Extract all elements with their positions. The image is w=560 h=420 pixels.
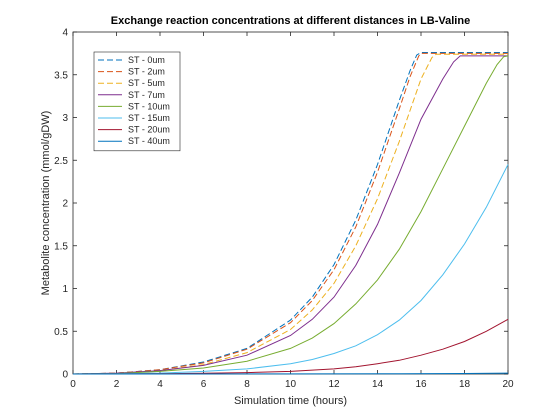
- x-axis: 0 2 4 6 8 10 12 14 16 18 20: [70, 32, 514, 390]
- x-axis-label: Simulation time (hours): [234, 395, 347, 407]
- x-tick-label: 2: [114, 379, 120, 390]
- y-axis: 0 0.5 1 1.5 2 2.5 3 3.5 4: [54, 28, 508, 381]
- y-tick-label: 1: [62, 284, 68, 295]
- series-line-st-40um: [73, 372, 509, 375]
- y-tick-label: 3: [62, 113, 68, 124]
- y-tick-label: 0.5: [54, 327, 68, 338]
- x-tick-label: 14: [372, 379, 384, 390]
- chart-title: Exchange reaction concentrations at diff…: [111, 15, 470, 27]
- series-line-st-7um: [72, 55, 508, 375]
- legend-entry: ST - 40um: [128, 136, 170, 146]
- x-tick-label: 12: [328, 379, 340, 390]
- y-tick-label: 2: [62, 199, 68, 210]
- x-tick-label: 18: [459, 379, 471, 390]
- legend-entry: ST - 20um: [128, 125, 170, 135]
- y-tick-label: 4: [62, 28, 68, 39]
- legend-entry: ST - 2um: [128, 67, 165, 77]
- legend-entry: ST - 7um: [128, 90, 165, 100]
- legend-box: [93, 51, 181, 152]
- x-tick-label: 4: [157, 379, 163, 390]
- series-line-st-2um: [72, 52, 508, 375]
- x-tick-label: 16: [415, 379, 427, 390]
- legend-entry: ST - 5um: [128, 78, 165, 88]
- x-tick-label: 20: [502, 379, 514, 390]
- x-tick-label: 10: [285, 379, 297, 390]
- x-tick-label: 8: [244, 379, 250, 390]
- x-tick-label: 6: [201, 379, 207, 390]
- series-line-st-15um: [72, 164, 509, 375]
- x-tick-label: 0: [70, 379, 76, 390]
- y-tick-label: 1.5: [54, 241, 68, 252]
- legend-entry: ST - 15um: [128, 113, 170, 123]
- series-line-st-10um: [72, 55, 509, 375]
- series-layer: [72, 52, 509, 375]
- y-axis-label: Metabolite concentration (mmol/gDW): [40, 111, 52, 296]
- legend-entry: ST - 0um: [128, 55, 165, 65]
- y-tick-label: 2.5: [54, 156, 68, 167]
- legend-entry: ST - 10um: [128, 101, 170, 111]
- y-tick-label: 0: [62, 370, 68, 381]
- y-tick-label: 3.5: [54, 70, 68, 81]
